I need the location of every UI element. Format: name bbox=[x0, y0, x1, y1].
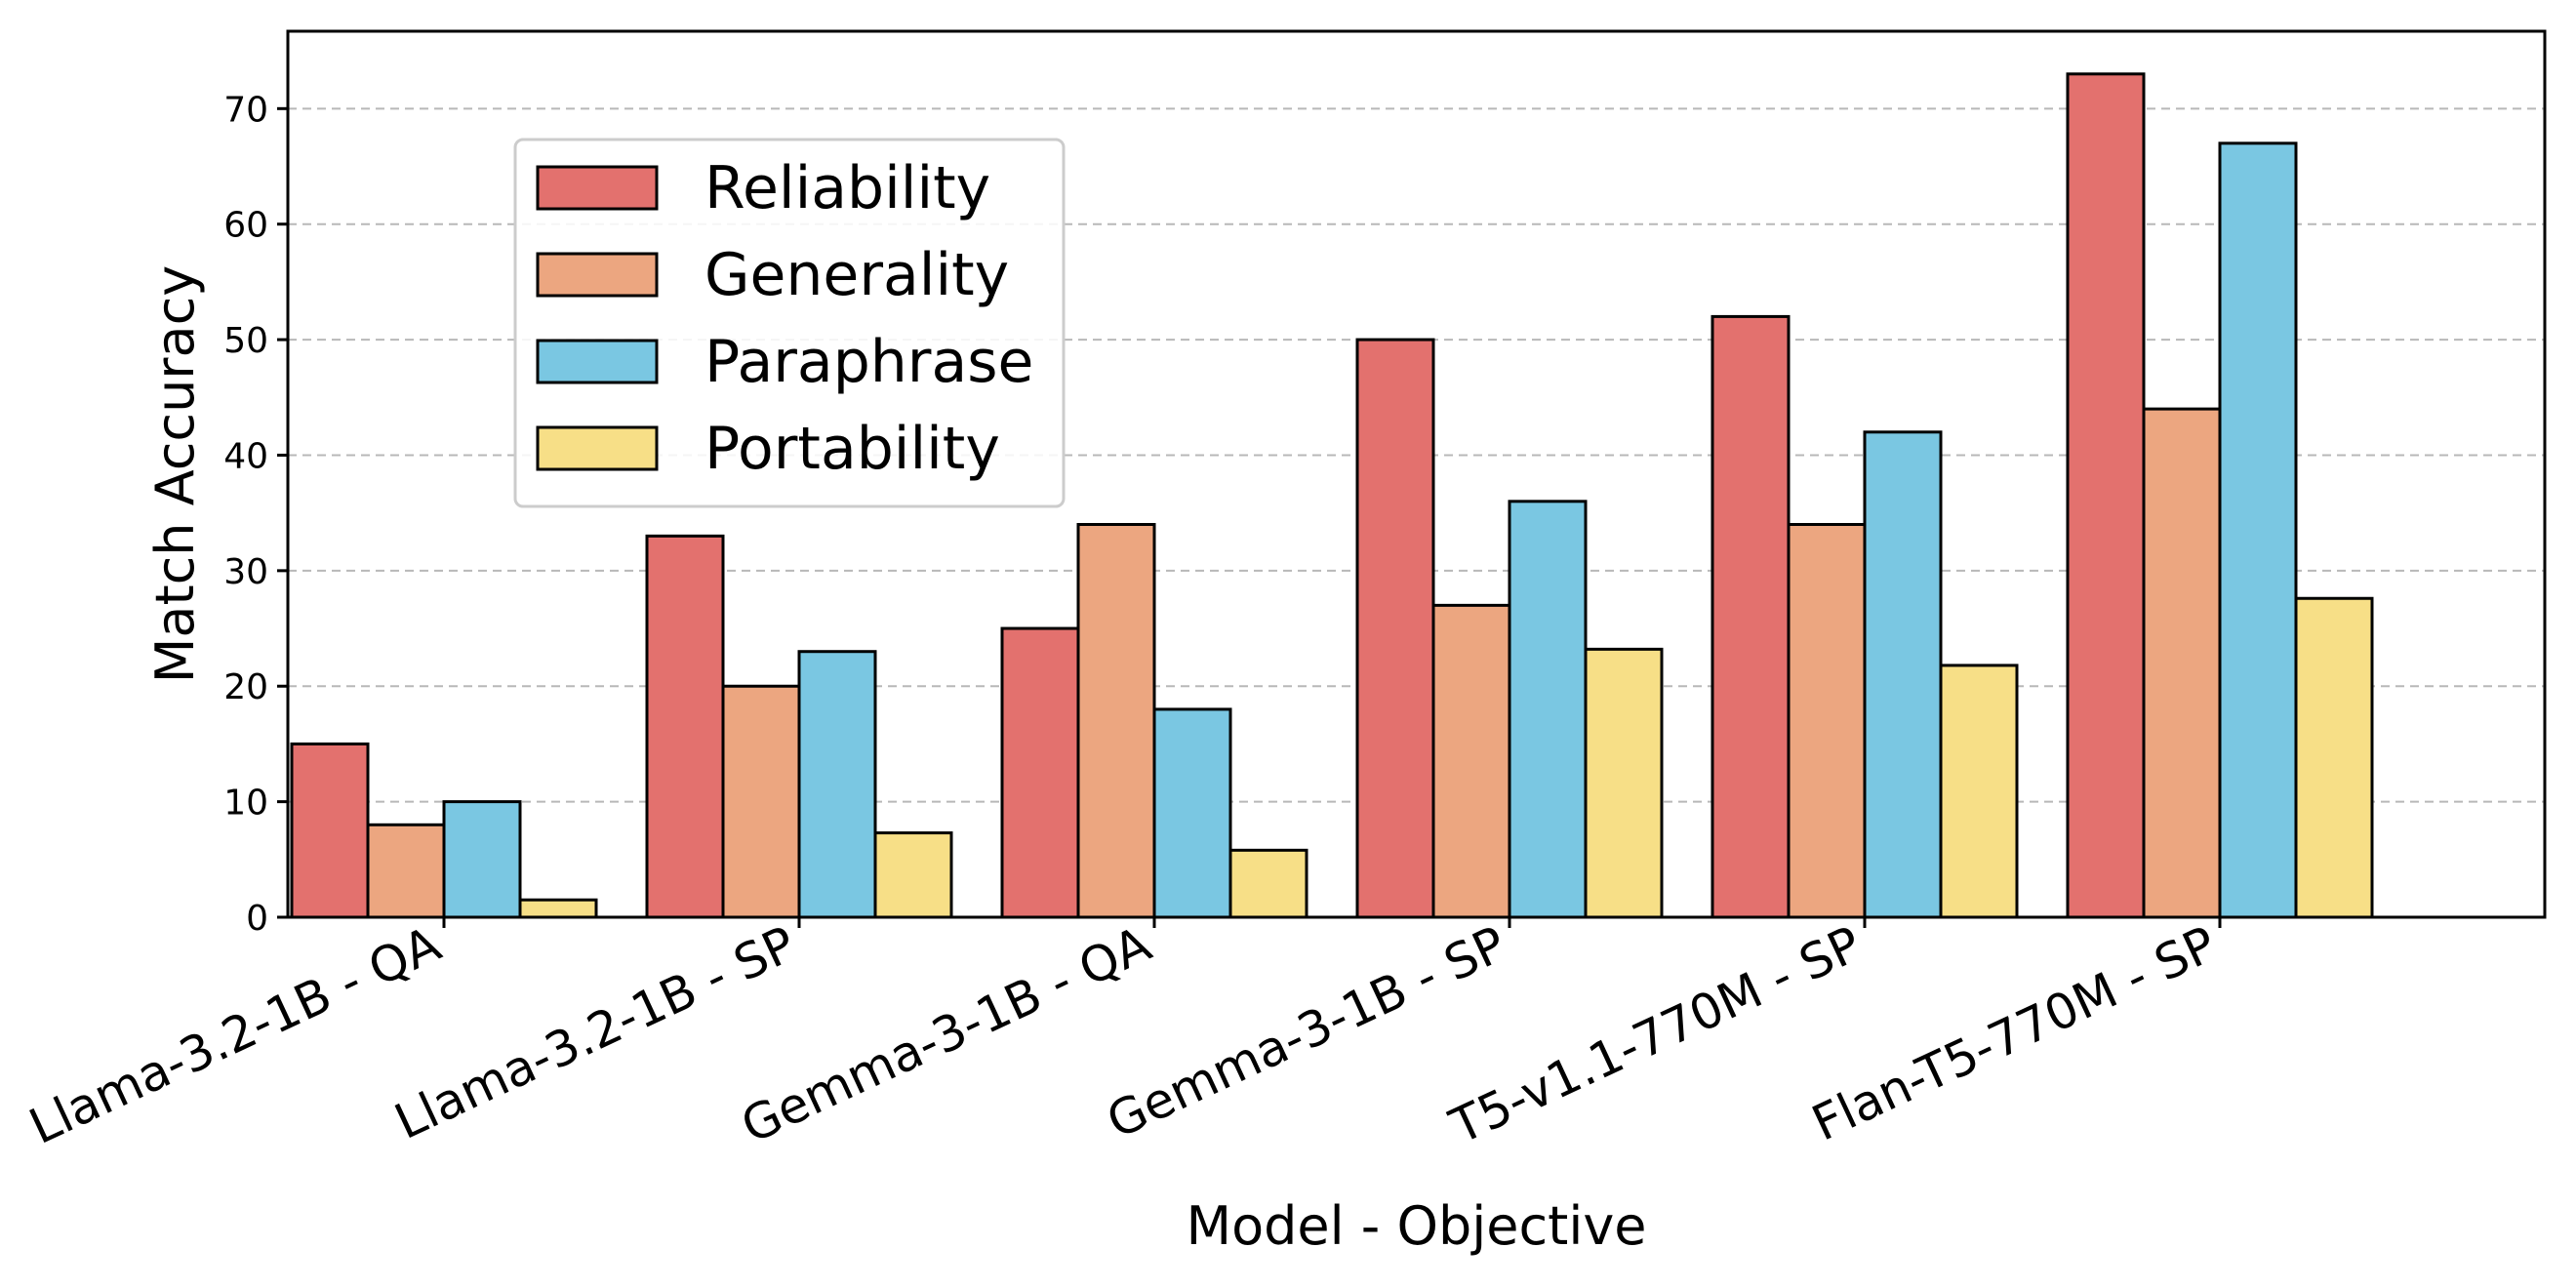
bar-portability bbox=[518, 898, 598, 919]
legend-frame bbox=[513, 138, 1066, 508]
y-tick-label: 70 bbox=[223, 90, 268, 130]
bar-paraphrase bbox=[797, 650, 877, 919]
bar-generality bbox=[366, 823, 446, 919]
bar-paraphrase bbox=[2218, 141, 2298, 919]
bar-generality bbox=[2142, 407, 2222, 919]
bar-paraphrase bbox=[442, 800, 522, 919]
legend-swatch-paraphrase bbox=[536, 339, 659, 384]
bar-portability bbox=[1584, 647, 1664, 919]
bar-paraphrase bbox=[1508, 500, 1588, 919]
legend-label: Generality bbox=[704, 241, 1009, 309]
bar-portability bbox=[1228, 848, 1308, 919]
legend-label: Reliability bbox=[704, 154, 990, 222]
y-axis-title: Match Accuracy bbox=[144, 265, 206, 683]
legend-label: Paraphrase bbox=[704, 328, 1033, 396]
bar-reliability bbox=[2066, 72, 2146, 919]
y-axis: 0 10 20 30 40 50 60 70 bbox=[223, 90, 288, 939]
y-tick-label: 10 bbox=[223, 784, 268, 824]
bar-reliability bbox=[645, 534, 725, 919]
y-tick-label: 20 bbox=[223, 667, 268, 707]
bar-generality bbox=[1431, 603, 1511, 919]
y-tick-label: 0 bbox=[246, 899, 268, 939]
bar-reliability bbox=[1000, 626, 1080, 919]
bar-portability bbox=[1939, 664, 2019, 919]
bar-reliability bbox=[290, 742, 370, 919]
bar-generality bbox=[721, 684, 801, 919]
bar-reliability bbox=[1355, 338, 1435, 919]
bar-paraphrase bbox=[1152, 707, 1232, 919]
legend: Reliability Generality Paraphrase Portabili… bbox=[513, 138, 1066, 508]
bar-portability bbox=[2294, 596, 2374, 919]
y-tick-label: 40 bbox=[223, 436, 268, 476]
bar-reliability bbox=[1711, 314, 1791, 919]
y-tick-label: 30 bbox=[223, 552, 268, 592]
legend-label: Portability bbox=[704, 415, 1000, 483]
legend-swatch-portability bbox=[536, 425, 659, 471]
bar-portability bbox=[873, 831, 953, 919]
bar-paraphrase bbox=[1863, 430, 1943, 919]
legend-swatch-reliability bbox=[536, 165, 659, 211]
bars bbox=[290, 72, 2374, 919]
x-axis-title: Model - Objective bbox=[1187, 1195, 1647, 1257]
y-tick-label: 60 bbox=[223, 206, 268, 246]
legend-swatch-generality bbox=[536, 252, 659, 298]
bar-generality bbox=[1787, 522, 1867, 919]
plot-frame bbox=[286, 29, 2547, 919]
y-tick-label: 50 bbox=[223, 321, 268, 361]
bar-generality bbox=[1076, 522, 1156, 919]
